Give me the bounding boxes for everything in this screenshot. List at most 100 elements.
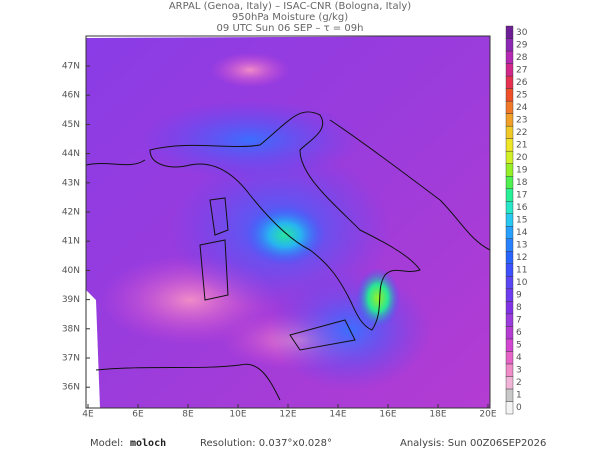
footer: Model: moloch Resolution: 0.037°x0.028° … <box>90 438 546 449</box>
colorbar-segment <box>505 88 514 102</box>
colorbar: 0123456789101112131415161718192021222324… <box>505 25 528 415</box>
colorbar-segment <box>505 50 514 64</box>
colorbar-label: 19 <box>516 165 528 175</box>
lat-label: 36N <box>62 383 80 393</box>
lat-axis: 47N 46N 45N 44N 43N 42N 41N 40N 39N 38N 37N 36N <box>62 62 90 393</box>
header-line: 950hPa Moisture (g/kg) <box>232 12 348 23</box>
colorbar-segment <box>505 113 514 127</box>
colorbar-segment <box>505 213 514 227</box>
colorbar-label: 26 <box>516 78 528 88</box>
lat-label: 39N <box>62 295 80 305</box>
colorbar-label: 6 <box>516 328 522 338</box>
colorbar-segment <box>505 401 514 415</box>
lon-label: 8E <box>182 410 194 420</box>
colorbar-segment <box>505 38 514 52</box>
colorbar-label: 15 <box>516 216 527 226</box>
footer-analysis: Analysis: Sun 00Z06SEP2026 <box>400 438 546 449</box>
colorbar-label: 21 <box>516 140 527 150</box>
colorbar-segment <box>505 100 514 114</box>
lat-label: 38N <box>62 324 80 334</box>
colorbar-segment <box>505 188 514 202</box>
map-field <box>86 36 490 408</box>
header-line: ARPAL (Genoa, Italy) – ISAC-CNR (Bologna… <box>169 1 411 12</box>
coastline <box>199 239 229 301</box>
colorbar-label: 7 <box>516 316 522 326</box>
colorbar-label: 18 <box>516 178 528 188</box>
colorbar-label: 22 <box>516 128 527 138</box>
lon-label: 14E <box>329 410 346 420</box>
lon-label: 4E <box>82 410 94 420</box>
colorbar-segment <box>505 163 514 177</box>
lat-label: 46N <box>62 91 80 101</box>
colorbar-segment <box>505 201 514 214</box>
colorbar-label: 11 <box>516 266 527 276</box>
colorbar-label: 1 <box>516 391 522 401</box>
lon-label: 16E <box>379 410 396 420</box>
lat-label: 44N <box>62 149 80 159</box>
colorbar-segment <box>505 150 514 164</box>
lat-label: 43N <box>62 178 80 188</box>
colorbar-label: 14 <box>516 228 528 238</box>
header: ARPAL (Genoa, Italy) – ISAC-CNR (Bologna… <box>169 1 411 34</box>
colorbar-label: 30 <box>516 28 528 38</box>
colorbar-label: 10 <box>516 278 528 288</box>
lon-label: 12E <box>279 410 296 420</box>
colorbar-segment <box>505 351 514 365</box>
field-blob <box>245 205 325 265</box>
colorbar-segment <box>505 25 514 39</box>
colorbar-label: 3 <box>516 366 522 376</box>
lat-label: 47N <box>62 62 80 72</box>
colorbar-segment <box>505 251 514 265</box>
coastline <box>289 319 356 351</box>
lat-label: 37N <box>62 354 80 364</box>
lon-label: 18E <box>429 410 446 420</box>
colorbar-label: 28 <box>516 53 528 63</box>
colorbar-label: 9 <box>516 291 522 301</box>
lon-label: 10E <box>229 410 246 420</box>
colorbar-label: 0 <box>516 403 522 413</box>
colorbar-segment <box>505 313 514 327</box>
colorbar-segment <box>505 326 514 340</box>
colorbar-label: 4 <box>516 353 522 363</box>
footer-model-label: Model: <box>90 438 123 449</box>
lat-label: 45N <box>62 120 80 130</box>
colorbar-label: 20 <box>516 153 528 163</box>
coastline <box>85 119 491 401</box>
colorbar-segment <box>505 263 514 277</box>
colorbar-segment <box>505 288 514 302</box>
colorbar-segment <box>505 226 514 239</box>
colorbar-label: 12 <box>516 253 527 263</box>
colorbar-label: 13 <box>516 241 527 251</box>
colorbar-label: 17 <box>516 190 527 200</box>
colorbar-segment <box>505 388 514 402</box>
colorbar-segment <box>505 301 514 315</box>
colorbar-label: 5 <box>516 341 522 351</box>
lon-label: 6E <box>132 410 144 420</box>
colorbar-segment <box>505 175 514 189</box>
coastline <box>209 197 229 236</box>
colorbar-segment <box>505 138 514 152</box>
colorbar-label: 29 <box>516 40 528 50</box>
lon-label: 20E <box>479 410 496 420</box>
header-line: 09 UTC Sun 06 SEP – τ = 09h <box>217 23 364 34</box>
lat-label: 40N <box>62 266 80 276</box>
colorbar-label: 23 <box>516 115 527 125</box>
colorbar-segment <box>505 363 514 377</box>
colorbar-label: 16 <box>516 203 528 213</box>
colorbar-label: 2 <box>516 378 522 388</box>
colorbar-segment <box>505 376 514 390</box>
colorbar-segment <box>505 338 514 352</box>
field-blob <box>356 268 400 328</box>
lat-label: 42N <box>62 208 80 218</box>
lon-axis: 4E 6E 8E 10E 12E 14E 16E 18E 20E <box>82 404 497 420</box>
colorbar-segment <box>505 238 514 252</box>
colorbar-segment <box>505 75 514 89</box>
colorbar-segment <box>505 276 514 290</box>
footer-model: moloch <box>130 438 166 449</box>
field-blob <box>210 52 290 88</box>
colorbar-label: 25 <box>516 90 527 100</box>
colorbar-label: 27 <box>516 65 527 75</box>
colorbar-segment <box>505 125 514 139</box>
